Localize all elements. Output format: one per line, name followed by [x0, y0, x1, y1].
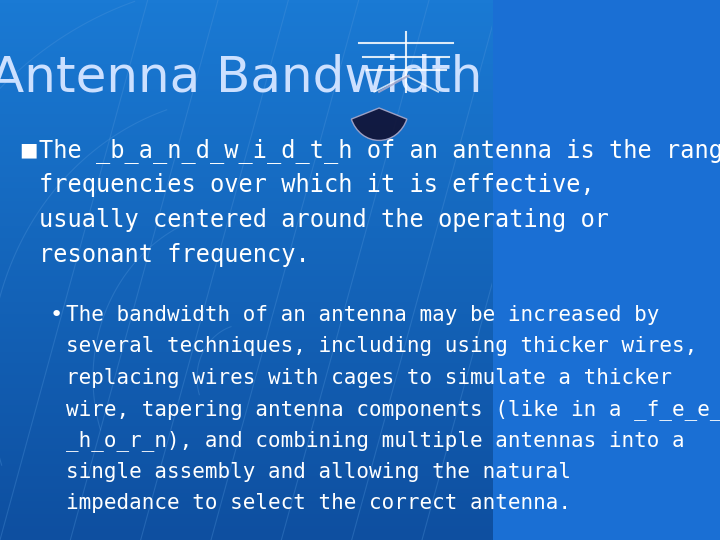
Text: The ̲b̲a̲n̲d̲w̲i̲d̲t̲h of an antenna is the range of: The ̲b̲a̲n̲d̲w̲i̲d̲t̲h of an antenna is … — [40, 138, 720, 163]
Text: replacing wires with cages to simulate a thicker: replacing wires with cages to simulate a… — [66, 368, 672, 388]
Text: frequencies over which it is effective,: frequencies over which it is effective, — [40, 173, 595, 197]
Text: usually centered around the operating or: usually centered around the operating or — [40, 208, 609, 232]
Text: •: • — [49, 305, 63, 325]
Text: several techniques, including using thicker wires,: several techniques, including using thic… — [66, 336, 698, 356]
Text: The bandwidth of an antenna may be increased by: The bandwidth of an antenna may be incre… — [66, 305, 660, 325]
Text: Antenna Bandwidth: Antenna Bandwidth — [0, 54, 482, 102]
Text: wire, tapering antenna components (like in a ̲f̲e̲e̲d: wire, tapering antenna components (like … — [66, 399, 720, 420]
Text: ■: ■ — [19, 140, 38, 159]
Text: ̲h̲o̲r̲n), and combining multiple antennas into a: ̲h̲o̲r̲n), and combining multiple antenn… — [66, 430, 685, 451]
Text: impedance to select the correct antenna.: impedance to select the correct antenna. — [66, 493, 572, 513]
Text: resonant frequency.: resonant frequency. — [40, 243, 310, 267]
Wedge shape — [351, 108, 407, 140]
Text: single assembly and allowing the natural: single assembly and allowing the natural — [66, 462, 572, 482]
